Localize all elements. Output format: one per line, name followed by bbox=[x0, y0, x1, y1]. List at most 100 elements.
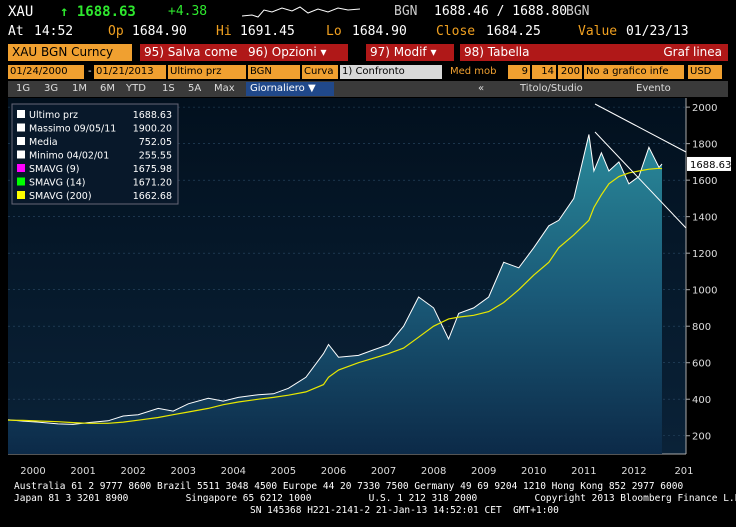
legend-box bbox=[11, 103, 179, 205]
x-tick-label: 2002 bbox=[120, 466, 145, 477]
tab[interactable]: 6M bbox=[100, 83, 115, 94]
button[interactable]: 95) Salva come bbox=[140, 44, 244, 61]
legend-label: Minimo 04/02/01 bbox=[29, 151, 109, 162]
field[interactable]: 9 bbox=[508, 65, 530, 79]
x-tick-label: 2008 bbox=[421, 466, 446, 477]
legend-value: 255.55 bbox=[139, 151, 172, 162]
y-tick-label: 600 bbox=[692, 359, 711, 370]
tab[interactable]: 1G bbox=[16, 83, 31, 94]
ticker: XAU bbox=[8, 4, 34, 20]
chart: 200 400 600 800 1000 1200 1400 1600 1800 2000 2000… bbox=[7, 98, 731, 477]
button[interactable]: 98) Tabella bbox=[460, 44, 554, 61]
last-tag: 1688.63 bbox=[690, 160, 731, 171]
y-tick-label: 1200 bbox=[692, 249, 717, 260]
legend-label: SMAVG (200) bbox=[29, 191, 92, 202]
field[interactable]: BGN bbox=[248, 65, 300, 79]
tab[interactable]: 1M bbox=[72, 83, 87, 94]
toolbar bbox=[8, 81, 728, 97]
tab[interactable]: Max bbox=[214, 83, 235, 94]
x-tick-label: 2006 bbox=[321, 466, 346, 477]
source: BGN bbox=[566, 4, 590, 19]
field: Med mob bbox=[450, 66, 497, 77]
legend-swatch bbox=[17, 191, 25, 199]
label: Op bbox=[108, 24, 124, 39]
field[interactable]: 1) Confronto bbox=[340, 65, 442, 79]
tab[interactable]: YTD bbox=[126, 83, 146, 94]
footer: Japan 81 3 3201 8900 Singapore 65 6212 1… bbox=[14, 493, 736, 504]
legend-value: 1675.98 bbox=[133, 164, 172, 175]
footer: Australia 61 2 9777 8600 Brazil 5511 304… bbox=[14, 481, 684, 492]
last-tag-bg bbox=[687, 156, 731, 171]
tab[interactable]: 5A bbox=[188, 83, 202, 94]
field[interactable]: Ultimo prz bbox=[168, 65, 246, 79]
y-tick-label: 400 bbox=[692, 395, 711, 406]
tool[interactable]: Titolo/Studio bbox=[520, 83, 583, 94]
legend-label: Ultimo prz bbox=[29, 110, 78, 121]
button[interactable]: 97) Modif ▾ bbox=[366, 44, 454, 61]
x-tick-label: 2000 bbox=[20, 466, 45, 477]
tool[interactable]: Evento bbox=[636, 83, 671, 94]
legend-label: Media bbox=[29, 137, 58, 148]
label: Close bbox=[436, 24, 476, 39]
legend-label: Massimo 09/05/11 bbox=[29, 124, 116, 135]
y-tick-label: 1600 bbox=[692, 176, 717, 187]
legend-swatch bbox=[17, 177, 25, 186]
tool[interactable]: « bbox=[478, 83, 485, 94]
legend-label: SMAVG (9) bbox=[29, 164, 79, 175]
x-tick-label: 2011 bbox=[571, 466, 596, 477]
tab[interactable]: 3G bbox=[44, 83, 59, 94]
source: BGN bbox=[394, 4, 418, 19]
legend-value: 1688.63 bbox=[133, 110, 172, 121]
x-tick-label: 2010 bbox=[521, 466, 546, 477]
y-tick-label: 800 bbox=[692, 322, 711, 333]
legend-value: 1662.68 bbox=[133, 191, 172, 202]
legend-value: 1671.20 bbox=[133, 178, 172, 189]
security[interactable]: XAU BGN Curncy bbox=[8, 44, 132, 61]
field[interactable]: Curva bbox=[302, 65, 338, 79]
x-tick-label: 2007 bbox=[371, 466, 396, 477]
last-price: ↑ 1688.63 bbox=[60, 4, 136, 20]
change: +4.38 bbox=[168, 4, 208, 19]
x-tick-label: 2004 bbox=[221, 466, 246, 477]
y-tick-label: 1000 bbox=[692, 286, 717, 297]
field: - bbox=[88, 66, 92, 77]
y-tick-label: 2000 bbox=[692, 103, 717, 114]
legend-label: SMAVG (14) bbox=[29, 178, 86, 189]
legend-swatch bbox=[17, 164, 25, 172]
y-tick-label: 1400 bbox=[692, 213, 717, 224]
value: 1684.90 bbox=[352, 24, 407, 39]
x-tick-label: 2003 bbox=[171, 466, 196, 477]
x-tick-label: 2012 bbox=[621, 466, 646, 477]
value: 01/23/13 bbox=[626, 24, 689, 39]
field[interactable]: 200 bbox=[558, 65, 582, 79]
bid-ask: 1688.46 / 1688.80 bbox=[434, 4, 568, 19]
button[interactable]: 96) Opzioni ▾ bbox=[244, 44, 348, 61]
line bbox=[7, 134, 663, 425]
label: At bbox=[8, 24, 24, 39]
legend-value: 1900.20 bbox=[133, 124, 172, 135]
tab[interactable]: 1S bbox=[162, 83, 175, 94]
legend-swatch bbox=[17, 110, 25, 118]
y-tick-label: 1800 bbox=[692, 140, 717, 151]
trend-channel bbox=[594, 103, 687, 229]
field[interactable]: No a grafico infe bbox=[584, 65, 684, 79]
sparkline bbox=[242, 6, 361, 18]
footer: SN 145368 H221-2141-2 21-Jan-13 14:52:01… bbox=[250, 505, 559, 516]
label: Hi bbox=[216, 24, 232, 39]
area bbox=[8, 134, 662, 454]
value: 1684.25 bbox=[486, 24, 541, 39]
tab[interactable]: Giornaliero ▼ bbox=[246, 82, 334, 96]
label: Lo bbox=[326, 24, 342, 39]
field[interactable]: 01/24/2000 bbox=[8, 65, 84, 79]
x-tick-label: 201 bbox=[674, 466, 693, 477]
legend-swatch bbox=[17, 137, 25, 145]
legend-swatch bbox=[17, 123, 25, 132]
field[interactable]: USD bbox=[688, 65, 722, 79]
label: Value bbox=[578, 24, 618, 39]
field[interactable]: 01/21/2013 bbox=[94, 65, 166, 79]
value: 1684.90 bbox=[132, 24, 187, 39]
field[interactable]: 14 bbox=[532, 65, 556, 79]
chart-kind[interactable]: Graf linea bbox=[552, 44, 728, 61]
legend-value: 752.05 bbox=[139, 137, 172, 148]
